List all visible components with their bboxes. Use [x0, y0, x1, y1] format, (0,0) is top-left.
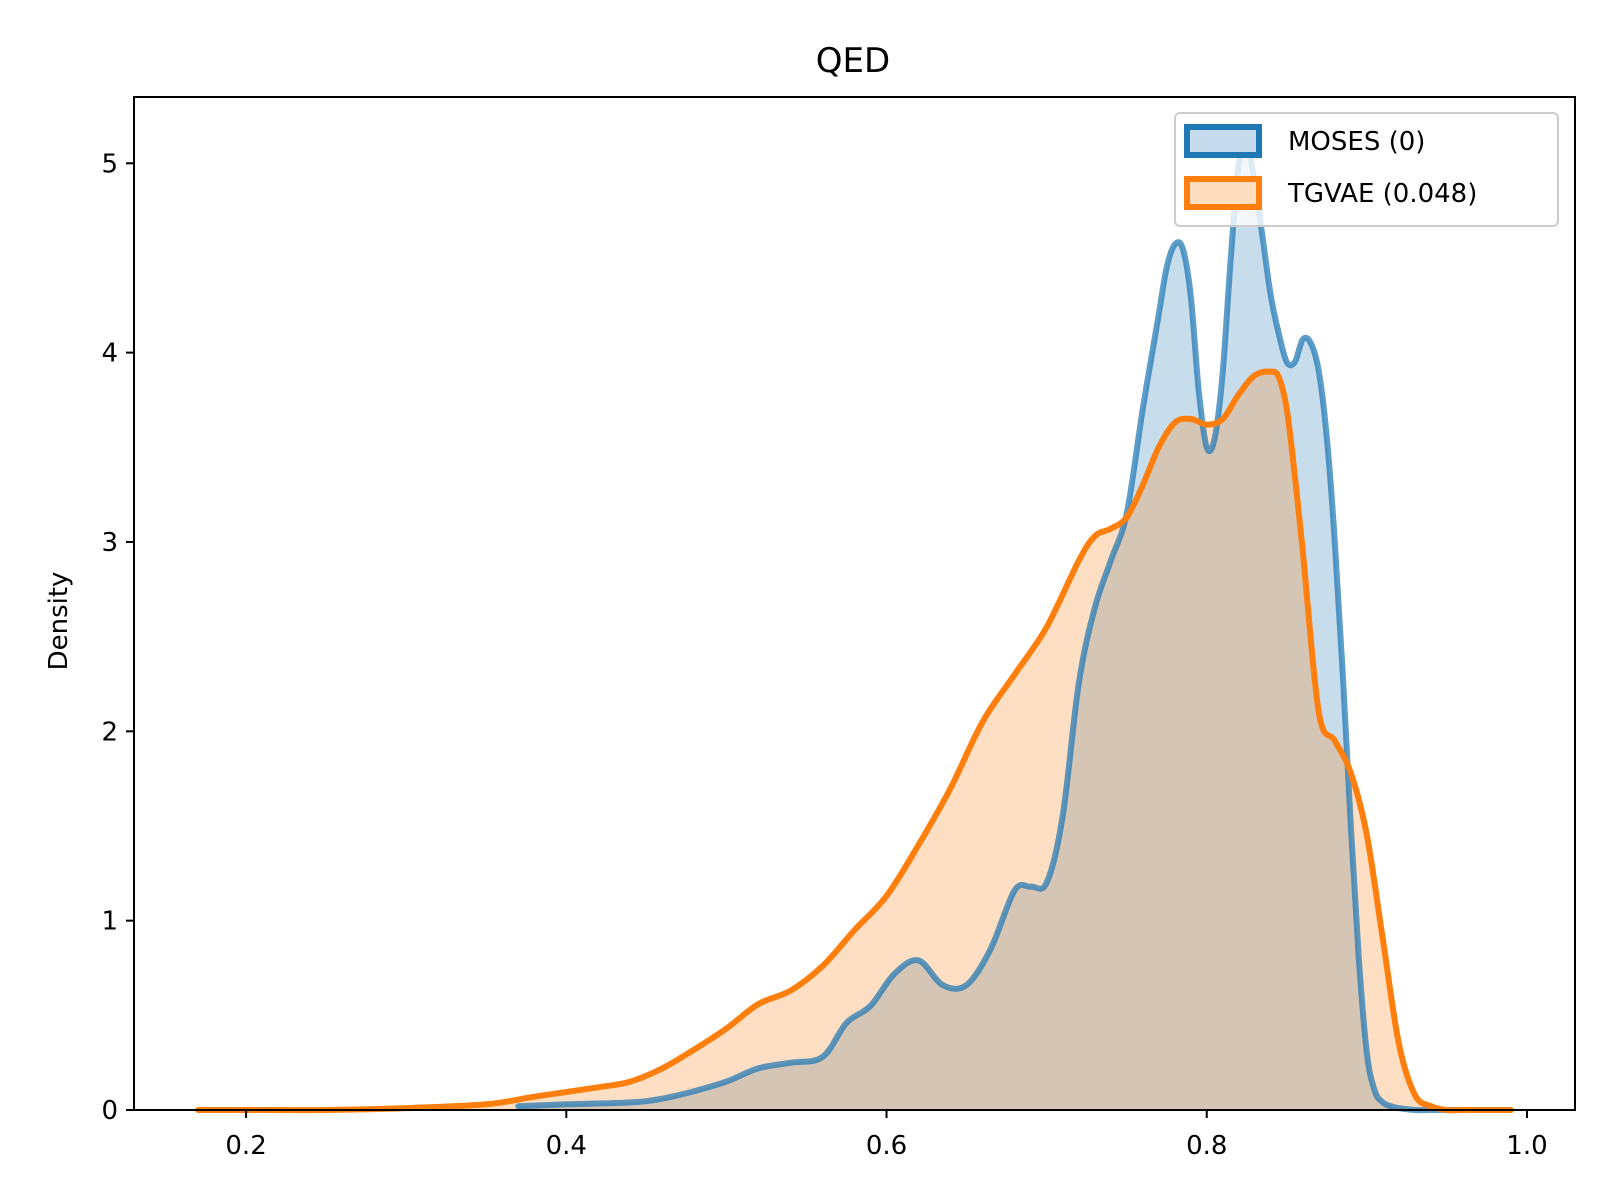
y-tick-label: 4	[101, 339, 118, 369]
plot-area	[195, 140, 1514, 1114]
x-tick-label: 1.0	[1506, 1131, 1547, 1161]
series-line-1	[195, 368, 1514, 1114]
y-tick-label: 5	[101, 149, 118, 179]
x-tick-label: 0.4	[546, 1131, 587, 1161]
legend-label-1: TGVAE (0.048)	[1287, 179, 1477, 209]
plot-frame	[133, 96, 1576, 1111]
axis-ticks: 0.2 0.4 0.6 0.8 1.0 0 1 2 3 4 5	[101, 149, 1547, 1161]
y-tick-label: 2	[101, 717, 118, 747]
y-axis-label: Density	[44, 572, 74, 671]
y-tick-label: 0	[101, 1096, 118, 1126]
legend-label-0: MOSES (0)	[1288, 127, 1425, 157]
series-fill-0	[518, 143, 1479, 1111]
series-line-0	[515, 140, 1482, 1114]
x-tick-label: 0.6	[866, 1131, 907, 1161]
legend-swatch-0	[1184, 124, 1262, 158]
legend: MOSES (0) TGVAE (0.048)	[1174, 112, 1559, 227]
x-tick-label: 0.8	[1186, 1131, 1227, 1161]
x-tick-label: 0.2	[225, 1131, 266, 1161]
y-tick-label: 1	[101, 907, 118, 937]
legend-box	[1174, 112, 1559, 227]
series-fill-1	[198, 371, 1511, 1111]
y-tick-label: 3	[101, 528, 118, 558]
chart-title: QED	[816, 41, 890, 81]
legend-swatch-1	[1184, 176, 1262, 210]
